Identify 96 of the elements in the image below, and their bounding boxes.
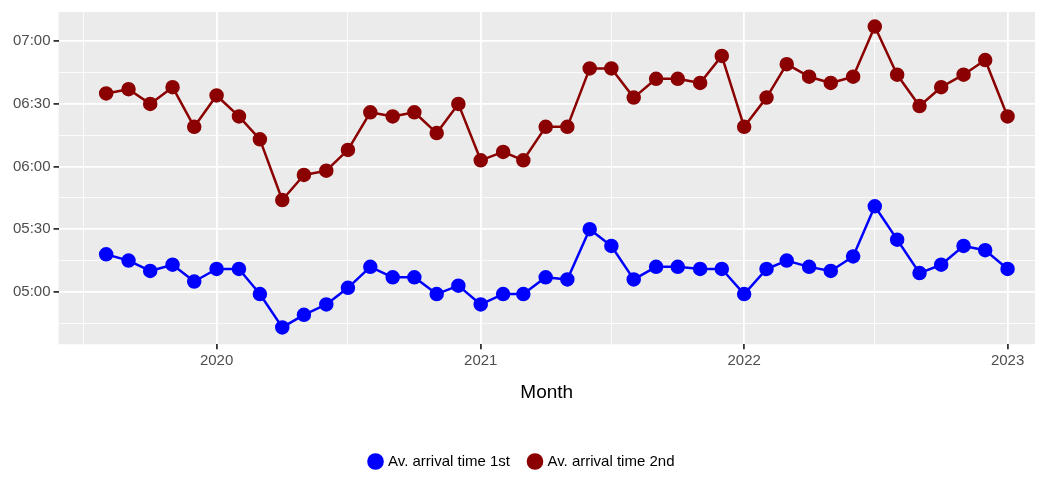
point [407, 105, 422, 120]
point [867, 199, 883, 214]
point [933, 257, 949, 272]
point [516, 286, 531, 302]
point [451, 96, 466, 112]
point [560, 119, 575, 135]
point [275, 192, 290, 208]
point [495, 144, 511, 160]
point [736, 286, 752, 302]
point [823, 75, 839, 91]
point [648, 259, 664, 275]
point [319, 297, 334, 312]
point [604, 61, 619, 76]
y-tick-label: 07:00 [12, 31, 51, 49]
point [759, 261, 774, 277]
point [296, 167, 312, 183]
y-tick-label: 05:30 [12, 219, 51, 237]
point [495, 286, 511, 302]
legend-label: Av. arrival time 2nd [547, 451, 675, 469]
point [912, 265, 927, 281]
point [538, 270, 553, 285]
point [977, 52, 993, 68]
point [759, 90, 774, 105]
point [1000, 109, 1015, 124]
point [714, 261, 730, 277]
point [889, 232, 905, 247]
point [252, 286, 268, 302]
x-tick-label: 2020 [199, 351, 234, 369]
point [912, 98, 927, 114]
point [231, 261, 247, 277]
point [801, 259, 817, 275]
point [538, 119, 553, 135]
point [845, 249, 861, 264]
point [1000, 261, 1015, 277]
point [98, 86, 114, 101]
x-tick-label: 2021 [464, 351, 498, 369]
point [252, 132, 268, 147]
point [363, 259, 378, 275]
point [165, 257, 180, 272]
point [451, 278, 466, 293]
point [121, 81, 136, 97]
y-tick-label: 06:00 [12, 156, 51, 174]
point [867, 19, 883, 34]
point [670, 71, 686, 87]
x-axis-title: Month [520, 380, 574, 402]
point [429, 125, 444, 141]
point [186, 119, 202, 135]
legend-label: Av. arrival time 1st [388, 451, 511, 469]
point [604, 238, 619, 254]
point [801, 69, 817, 84]
point [626, 272, 641, 287]
point [956, 238, 971, 254]
point [142, 96, 158, 112]
point [823, 263, 839, 279]
point [516, 153, 531, 168]
point [473, 153, 488, 168]
point [142, 263, 158, 279]
point [582, 222, 597, 237]
point [429, 286, 444, 302]
point [779, 56, 794, 72]
point [933, 79, 949, 95]
point [296, 307, 312, 323]
point [231, 109, 247, 124]
point [319, 163, 334, 178]
point [363, 105, 378, 120]
point [340, 280, 356, 296]
x-tick-label: 2023 [990, 351, 1025, 369]
point [209, 261, 224, 277]
point [889, 67, 905, 82]
x-tick-label: 2022 [727, 351, 761, 369]
point [165, 79, 180, 95]
point [98, 247, 114, 262]
point [560, 272, 575, 287]
point [473, 297, 488, 312]
point [692, 261, 708, 277]
point [186, 274, 202, 289]
point [121, 253, 136, 268]
point [692, 75, 708, 91]
point [736, 119, 752, 135]
y-tick-label: 05:00 [12, 282, 51, 300]
point [714, 48, 730, 64]
point [582, 61, 597, 76]
point [648, 71, 664, 87]
y-tick-label: 06:30 [12, 94, 51, 112]
point [275, 320, 290, 335]
point [626, 90, 641, 105]
point [340, 142, 356, 158]
point [385, 109, 400, 124]
point [385, 270, 400, 285]
point [779, 253, 794, 268]
point [209, 88, 224, 103]
point [977, 242, 993, 258]
point [670, 259, 686, 275]
point [956, 67, 971, 82]
point [407, 270, 422, 285]
point [845, 69, 861, 84]
